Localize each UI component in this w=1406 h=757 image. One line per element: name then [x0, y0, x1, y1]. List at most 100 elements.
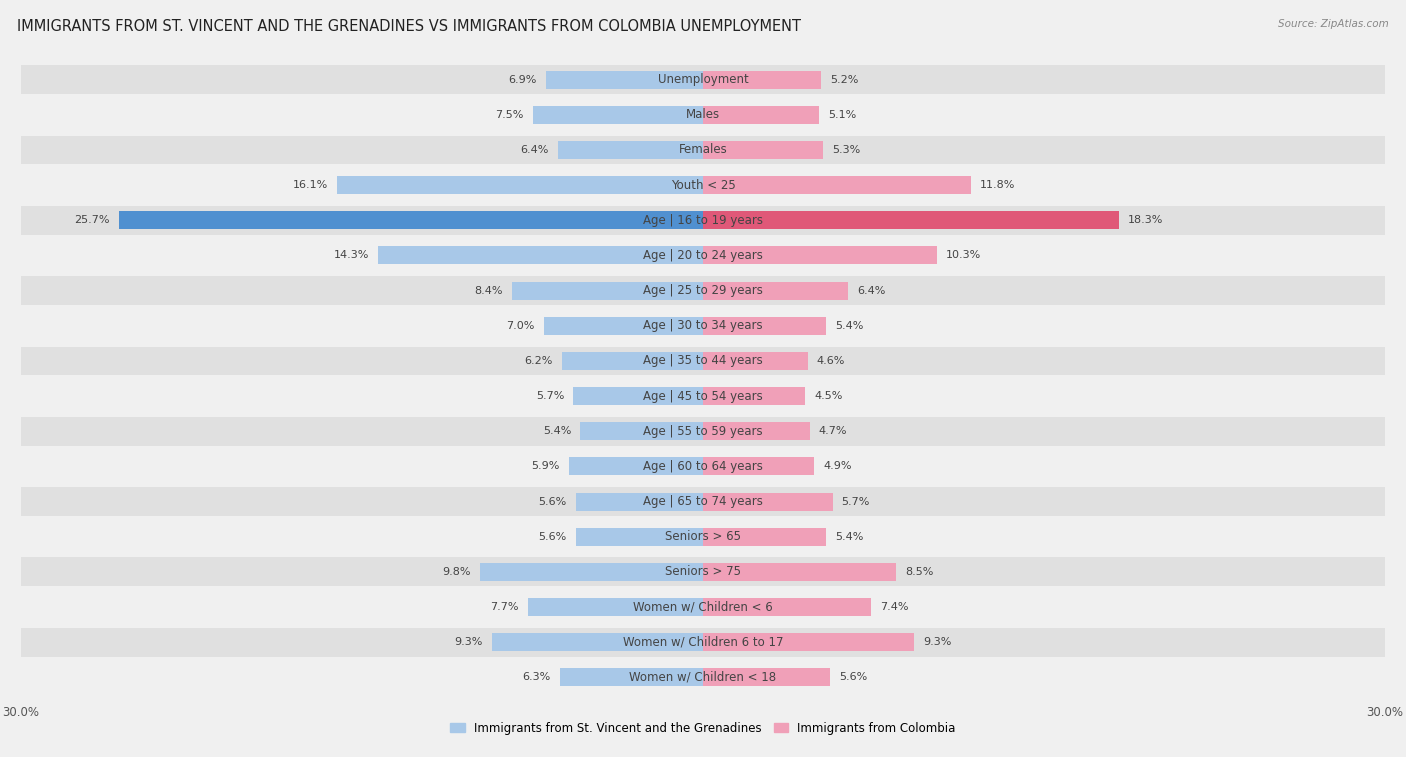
- Bar: [703, 70, 821, 89]
- Text: 16.1%: 16.1%: [292, 180, 328, 190]
- Bar: [703, 282, 848, 300]
- Text: 6.4%: 6.4%: [520, 145, 548, 155]
- Bar: [703, 106, 818, 123]
- Bar: [703, 457, 814, 475]
- Text: 6.3%: 6.3%: [523, 672, 551, 682]
- Text: 9.3%: 9.3%: [454, 637, 482, 647]
- Text: 10.3%: 10.3%: [946, 251, 981, 260]
- Bar: [492, 634, 703, 651]
- Bar: [546, 70, 703, 89]
- Text: 9.3%: 9.3%: [924, 637, 952, 647]
- Bar: [21, 488, 1385, 516]
- Text: Age | 55 to 59 years: Age | 55 to 59 years: [643, 425, 763, 438]
- Bar: [703, 176, 972, 194]
- Text: 25.7%: 25.7%: [75, 215, 110, 226]
- Bar: [378, 247, 703, 264]
- Text: 7.5%: 7.5%: [495, 110, 523, 120]
- Bar: [21, 557, 1385, 587]
- Text: 5.4%: 5.4%: [835, 321, 863, 331]
- Bar: [703, 387, 806, 405]
- Text: IMMIGRANTS FROM ST. VINCENT AND THE GRENADINES VS IMMIGRANTS FROM COLOMBIA UNEMP: IMMIGRANTS FROM ST. VINCENT AND THE GREN…: [17, 19, 801, 34]
- Bar: [21, 522, 1385, 551]
- Text: 9.8%: 9.8%: [443, 567, 471, 577]
- Bar: [703, 668, 831, 687]
- Bar: [533, 106, 703, 123]
- Text: Age | 30 to 34 years: Age | 30 to 34 years: [643, 319, 763, 332]
- Bar: [21, 417, 1385, 446]
- Bar: [560, 668, 703, 687]
- Bar: [703, 141, 824, 159]
- Text: Source: ZipAtlas.com: Source: ZipAtlas.com: [1278, 19, 1389, 29]
- Text: 4.9%: 4.9%: [824, 462, 852, 472]
- Bar: [575, 493, 703, 510]
- Text: Age | 20 to 24 years: Age | 20 to 24 years: [643, 249, 763, 262]
- Bar: [703, 247, 938, 264]
- Bar: [558, 141, 703, 159]
- Text: 7.4%: 7.4%: [880, 602, 908, 612]
- Legend: Immigrants from St. Vincent and the Grenadines, Immigrants from Colombia: Immigrants from St. Vincent and the Gren…: [446, 717, 960, 740]
- Bar: [703, 563, 896, 581]
- Text: 5.2%: 5.2%: [831, 75, 859, 85]
- Bar: [21, 452, 1385, 481]
- Text: 6.4%: 6.4%: [858, 285, 886, 295]
- Bar: [512, 282, 703, 300]
- Text: 5.9%: 5.9%: [531, 462, 560, 472]
- Bar: [703, 598, 872, 616]
- Text: 4.5%: 4.5%: [814, 391, 842, 401]
- Bar: [703, 352, 807, 370]
- Text: 8.5%: 8.5%: [905, 567, 934, 577]
- Text: 5.7%: 5.7%: [536, 391, 564, 401]
- Bar: [562, 352, 703, 370]
- Text: 5.7%: 5.7%: [842, 497, 870, 506]
- Text: 6.9%: 6.9%: [509, 75, 537, 85]
- Text: 5.6%: 5.6%: [538, 497, 567, 506]
- Text: 11.8%: 11.8%: [980, 180, 1015, 190]
- Text: Age | 60 to 64 years: Age | 60 to 64 years: [643, 460, 763, 473]
- Bar: [21, 206, 1385, 235]
- Text: Age | 35 to 44 years: Age | 35 to 44 years: [643, 354, 763, 367]
- Text: 14.3%: 14.3%: [333, 251, 368, 260]
- Bar: [21, 311, 1385, 340]
- Bar: [544, 317, 703, 335]
- Text: Seniors > 65: Seniors > 65: [665, 530, 741, 544]
- Bar: [21, 347, 1385, 375]
- Bar: [21, 65, 1385, 94]
- Text: Women w/ Children < 18: Women w/ Children < 18: [630, 671, 776, 684]
- Bar: [703, 528, 825, 546]
- Bar: [574, 387, 703, 405]
- Bar: [703, 422, 810, 440]
- Text: 5.1%: 5.1%: [828, 110, 856, 120]
- Bar: [575, 528, 703, 546]
- Text: Youth < 25: Youth < 25: [671, 179, 735, 192]
- Bar: [581, 422, 703, 440]
- Text: 6.2%: 6.2%: [524, 356, 553, 366]
- Bar: [21, 276, 1385, 305]
- Text: Women w/ Children < 6: Women w/ Children < 6: [633, 600, 773, 613]
- Text: Age | 25 to 29 years: Age | 25 to 29 years: [643, 284, 763, 297]
- Text: 4.7%: 4.7%: [818, 426, 848, 436]
- Bar: [21, 241, 1385, 269]
- Bar: [569, 457, 703, 475]
- Text: Males: Males: [686, 108, 720, 121]
- Bar: [703, 493, 832, 510]
- Bar: [21, 593, 1385, 621]
- Text: 8.4%: 8.4%: [474, 285, 503, 295]
- Bar: [21, 170, 1385, 200]
- Bar: [481, 563, 703, 581]
- Text: 5.6%: 5.6%: [538, 531, 567, 542]
- Text: Seniors > 75: Seniors > 75: [665, 565, 741, 578]
- Text: Age | 45 to 54 years: Age | 45 to 54 years: [643, 390, 763, 403]
- Bar: [703, 317, 825, 335]
- Text: 5.6%: 5.6%: [839, 672, 868, 682]
- Text: Females: Females: [679, 144, 727, 157]
- Bar: [21, 101, 1385, 129]
- Text: Age | 16 to 19 years: Age | 16 to 19 years: [643, 213, 763, 227]
- Bar: [21, 663, 1385, 692]
- Bar: [529, 598, 703, 616]
- Text: 18.3%: 18.3%: [1128, 215, 1163, 226]
- Text: 7.7%: 7.7%: [491, 602, 519, 612]
- Text: 5.4%: 5.4%: [835, 531, 863, 542]
- Bar: [120, 211, 703, 229]
- Text: 5.4%: 5.4%: [543, 426, 571, 436]
- Text: Women w/ Children 6 to 17: Women w/ Children 6 to 17: [623, 636, 783, 649]
